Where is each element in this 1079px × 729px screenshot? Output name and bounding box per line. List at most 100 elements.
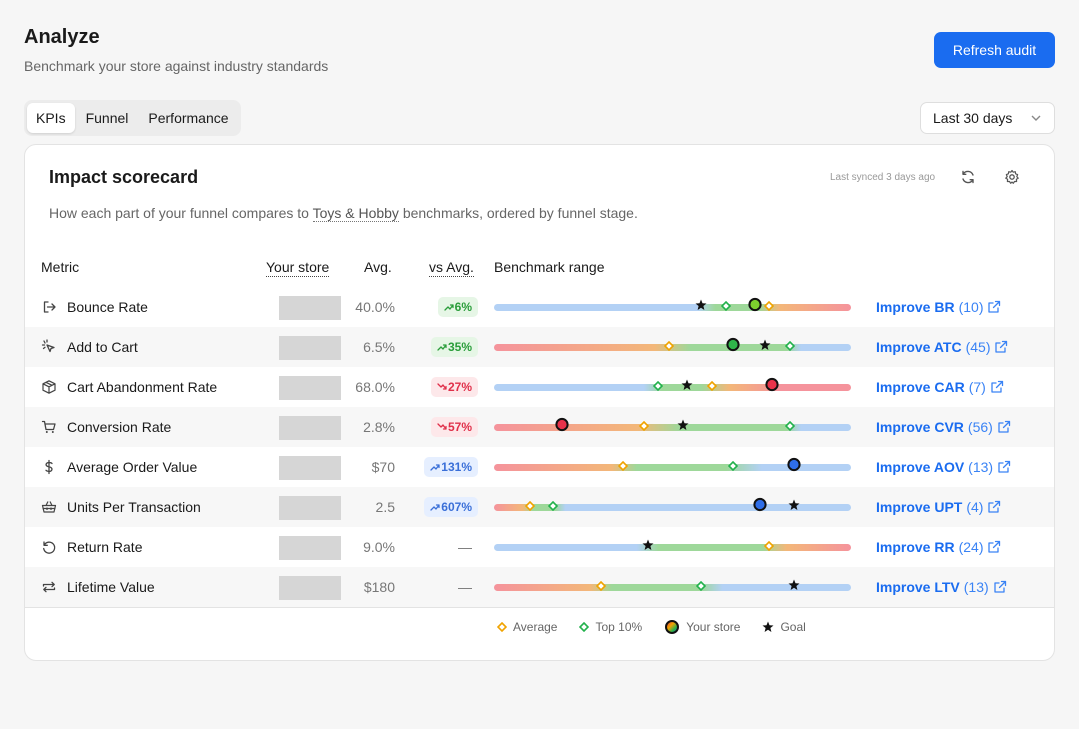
table-row: Lifetime Value $180 — Improve LTV (13) bbox=[25, 567, 1054, 607]
table-row: Bounce Rate 40.0% 6% Improve BR (10) bbox=[25, 287, 1054, 327]
table-row: Units Per Transaction 2.5 607% Improve UPT(… bbox=[25, 487, 1054, 527]
vs-avg-badge: 607% bbox=[424, 497, 478, 517]
benchmark-range-bar bbox=[494, 304, 851, 311]
benchmark-range-bar bbox=[494, 424, 851, 431]
average-value: 68.0% bbox=[355, 379, 395, 395]
your-store-marker bbox=[765, 377, 780, 397]
metric-name: Return Rate bbox=[67, 539, 143, 555]
improve-count: (13) bbox=[968, 459, 994, 475]
tab-performance[interactable]: Performance bbox=[148, 110, 229, 126]
top-10-marker bbox=[579, 622, 590, 632]
external-link-icon bbox=[991, 380, 1003, 393]
improve-count: (13) bbox=[963, 579, 989, 595]
vs-avg-value: 6% bbox=[454, 300, 472, 314]
vs-avg-badge: 35% bbox=[430, 337, 478, 357]
gear-icon bbox=[1005, 169, 1019, 184]
top-10-marker bbox=[547, 498, 559, 516]
improve-link[interactable]: Improve BR (10) bbox=[876, 299, 1001, 315]
legend-label: Goal bbox=[780, 620, 806, 634]
average-marker bbox=[497, 622, 507, 632]
improve-link[interactable]: Improve AOV (13) bbox=[876, 459, 1011, 475]
goal-star-icon bbox=[642, 538, 654, 556]
improve-count: (45) bbox=[965, 339, 991, 355]
trend-down-icon bbox=[437, 422, 447, 432]
improve-link-label: Improve RR bbox=[876, 539, 955, 555]
refresh-audit-button[interactable]: Refresh audit bbox=[934, 32, 1055, 68]
metric-name: Lifetime Value bbox=[67, 579, 155, 595]
external-link-icon bbox=[995, 340, 1008, 353]
dollar-icon bbox=[45, 459, 53, 475]
page-title: Analyze bbox=[24, 26, 100, 48]
chevron-down-icon bbox=[1031, 115, 1041, 121]
vs-avg-value: 35% bbox=[447, 340, 472, 354]
improve-link[interactable]: Improve UPT (4) bbox=[876, 499, 1001, 515]
trend-up-icon bbox=[437, 342, 447, 352]
improve-link[interactable]: Improve CVR (56) bbox=[876, 419, 1011, 435]
settings-button[interactable] bbox=[999, 164, 1025, 190]
benchmark-range-bar bbox=[494, 384, 851, 391]
trend-up-icon bbox=[430, 462, 440, 472]
table-row: Cart Abandonment Rate 68.0% 27% Improve CAR… bbox=[25, 367, 1054, 407]
description-text-end: benchmarks, ordered by funnel stage. bbox=[398, 205, 638, 221]
goal-star-icon bbox=[788, 498, 800, 516]
average-value: 2.5 bbox=[375, 499, 395, 515]
legend-item-top: Top 10% bbox=[579, 620, 642, 634]
tab-funnel[interactable]: Funnel bbox=[85, 110, 129, 126]
average-marker bbox=[706, 378, 717, 396]
improve-link-label: Improve AOV bbox=[876, 459, 965, 475]
metric-name: Units Per Transaction bbox=[67, 499, 201, 515]
return-icon bbox=[43, 541, 56, 554]
improve-link[interactable]: Improve ATC (45) bbox=[876, 339, 1008, 355]
table-row: Conversion Rate 2.8% 57% Improve CVR (56) bbox=[25, 407, 1054, 447]
vs-avg-value: 131% bbox=[441, 460, 472, 474]
description-text: How each part of your funnel compares to bbox=[49, 205, 313, 221]
card-title: Impact scorecard bbox=[49, 167, 199, 187]
date-range-value: Last 30 days bbox=[933, 110, 1013, 126]
vs-avg-badge: 131% bbox=[424, 457, 478, 477]
improve-link[interactable]: Improve LTV (13) bbox=[876, 579, 1007, 595]
metric-name: Cart Abandonment Rate bbox=[67, 379, 218, 395]
improve-link[interactable]: Improve CAR (7) bbox=[876, 379, 1004, 395]
table-row: Add to Cart 6.5% 35% Improve ATC (45) bbox=[25, 327, 1054, 367]
metric-name: Average Order Value bbox=[67, 459, 198, 475]
sparkle-cursor-icon bbox=[41, 339, 55, 353]
vs-avg-value: — bbox=[458, 579, 472, 595]
col-header-vs-avg[interactable]: vs Avg. bbox=[429, 259, 474, 277]
improve-count: (56) bbox=[967, 419, 993, 435]
industry-benchmark-link[interactable]: Toys & Hobby bbox=[312, 205, 399, 222]
improve-link[interactable]: Improve RR (24) bbox=[876, 539, 1001, 555]
metric-name: Bounce Rate bbox=[67, 299, 148, 315]
your-store-value-placeholder bbox=[279, 296, 341, 320]
date-range-select[interactable]: Last 30 days bbox=[920, 102, 1055, 134]
metric-name: Conversion Rate bbox=[67, 419, 172, 435]
tab-bar: KPIs Funnel Performance bbox=[24, 100, 241, 136]
vs-avg-value: 27% bbox=[447, 380, 472, 394]
vs-avg-badge: 57% bbox=[430, 417, 478, 437]
vs-avg-value: 607% bbox=[441, 500, 472, 514]
top-10-marker bbox=[653, 378, 664, 396]
basket-icon bbox=[41, 501, 57, 513]
legend-item-you: Your store bbox=[664, 619, 740, 635]
vs-avg-badge: — bbox=[452, 537, 478, 557]
trend-down-icon bbox=[437, 382, 447, 392]
your-store-marker bbox=[753, 497, 767, 517]
average-value: 40.0% bbox=[355, 299, 395, 315]
improve-link-label: Improve CAR bbox=[876, 379, 965, 395]
improve-link-label: Improve ATC bbox=[876, 339, 962, 355]
vs-avg-badge: — bbox=[452, 577, 478, 597]
average-marker bbox=[763, 298, 775, 316]
tab-kpis[interactable]: KPIs bbox=[27, 103, 75, 133]
average-value: $70 bbox=[371, 459, 395, 475]
legend-item-goal: Goal bbox=[762, 620, 806, 634]
card-description: How each part of your funnel compares to… bbox=[49, 205, 638, 222]
goal-star-icon bbox=[677, 418, 689, 436]
col-header-metric: Metric bbox=[41, 259, 80, 275]
sync-button[interactable] bbox=[955, 164, 981, 190]
page-subtitle: Benchmark your store against industry st… bbox=[24, 58, 329, 74]
improve-count: (4) bbox=[966, 499, 984, 515]
your-store-value-placeholder bbox=[279, 416, 341, 440]
vs-avg-value: 57% bbox=[447, 420, 472, 434]
col-header-your-store[interactable]: Your store bbox=[266, 259, 330, 277]
your-store-marker bbox=[555, 417, 569, 437]
improve-count: (24) bbox=[958, 539, 984, 555]
